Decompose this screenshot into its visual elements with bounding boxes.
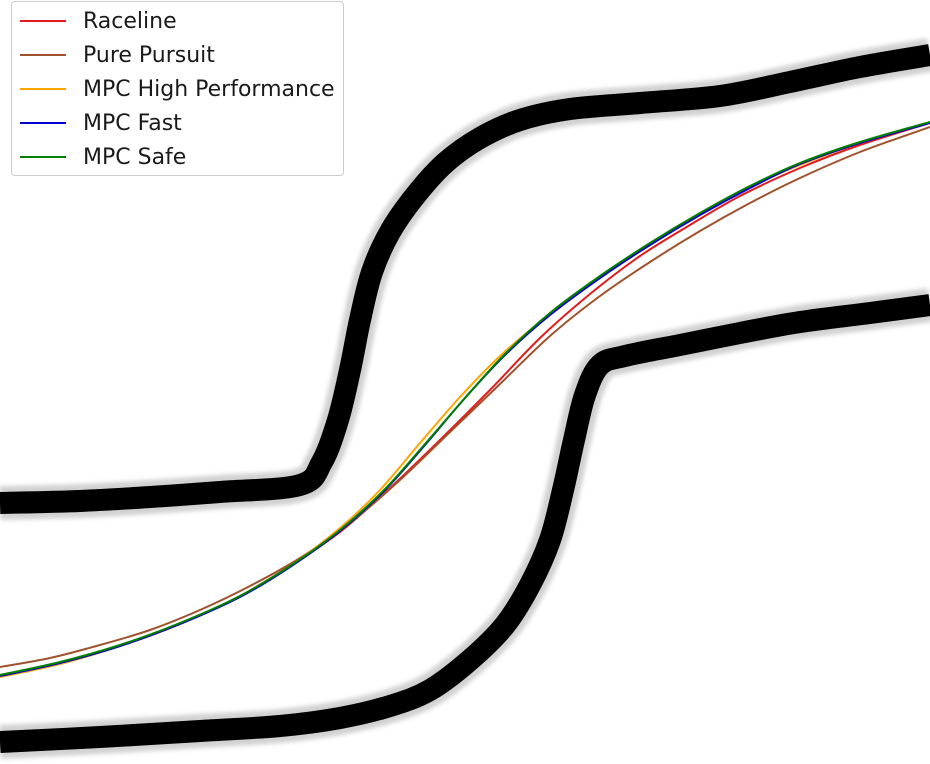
legend-swatch-2 xyxy=(20,88,66,90)
legend-swatch-4 xyxy=(20,156,66,158)
legend-label-0: Raceline xyxy=(83,8,177,34)
legend-swatch-0 xyxy=(20,20,66,22)
track-boundary-1 xyxy=(0,294,930,753)
chart-legend: Raceline Pure Pursuit MPC High Performan… xyxy=(11,1,344,176)
legend-label-4: MPC Safe xyxy=(83,144,187,170)
series-line-mpc-safe xyxy=(0,121,930,676)
legend-label-2: MPC High Performance xyxy=(83,76,335,102)
legend-label-1: Pure Pursuit xyxy=(83,42,215,68)
track-boundary-0 xyxy=(0,44,930,514)
legend-item-2: MPC High Performance xyxy=(20,72,335,106)
series-line-pure-pursuit xyxy=(0,126,930,668)
legend-label-3: MPC Fast xyxy=(83,110,182,136)
legend-item-3: MPC Fast xyxy=(20,106,182,140)
legend-item-0: Raceline xyxy=(20,4,177,38)
legend-item-1: Pure Pursuit xyxy=(20,38,215,72)
series-line-mpc-high-performance xyxy=(0,122,930,678)
legend-swatch-3 xyxy=(20,122,66,124)
legend-swatch-1 xyxy=(20,54,66,56)
legend-item-4: MPC Safe xyxy=(20,140,186,174)
